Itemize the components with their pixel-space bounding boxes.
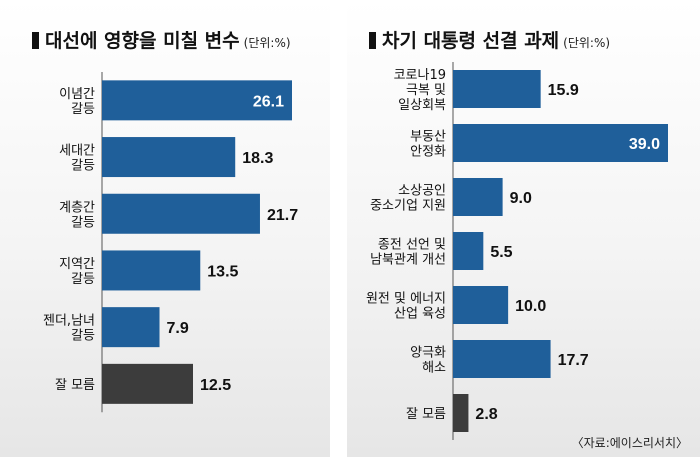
category-label: 잘 모름: [406, 407, 446, 422]
category-label: 부동산 안정화: [410, 130, 446, 160]
bar: [102, 363, 193, 404]
category-label: 코로나19 극복 및 일상회복: [394, 68, 446, 113]
value-label: 15.9: [548, 82, 579, 99]
left-chart-panel: 대선에 영향을 미칠 변수 (단위:%) 이념간 갈등 26.1 세대간 갈등 18.3 계층…: [0, 0, 330, 457]
value-label: 7.9: [167, 320, 189, 337]
value-label: 18.3: [242, 150, 273, 167]
title-square-icon: [32, 32, 39, 49]
category-label: 지역간 갈등: [59, 257, 95, 287]
bar: [102, 137, 236, 178]
category-label: 이념간 갈등: [59, 87, 95, 117]
title-square-icon: [369, 32, 376, 49]
category-label: 양극화 해소: [410, 346, 446, 376]
bar: [453, 286, 509, 324]
value-label: 12.5: [200, 377, 231, 394]
left-chart-title: 대선에 영향을 미칠 변수: [45, 30, 240, 52]
bar: [102, 80, 292, 121]
source-note: 〈자료:에이스리서치〉: [571, 436, 688, 450]
value-label: 39.0: [629, 136, 660, 153]
bar: [102, 193, 260, 234]
category-label: 잘 모름: [55, 378, 95, 393]
value-label: 26.1: [253, 93, 284, 110]
value-label: 13.5: [207, 263, 238, 280]
bar: [102, 250, 201, 291]
bar: [453, 232, 484, 270]
bar: [453, 340, 551, 378]
category-label: 소상공인 중소기업 지원: [370, 184, 446, 214]
value-label: 10.0: [515, 298, 546, 315]
category-label: 계층간 갈등: [59, 200, 95, 230]
bar: [453, 124, 668, 162]
right-bar-chart: 코로나19 극복 및 일상회복 15.9 부동산 안정화 39.0 소상공인 중소기업 지원 9.…: [366, 62, 668, 440]
value-label: 5.5: [490, 244, 512, 261]
value-label: 21.7: [267, 207, 298, 224]
bar: [453, 70, 541, 108]
category-label: 종전 선언 및 남북관계 개선: [370, 238, 446, 268]
bar: [102, 307, 160, 348]
value-label: 9.0: [510, 190, 532, 207]
bar: [453, 394, 469, 432]
left-chart-title-row: 대선에 영향을 미칠 변수 (단위:%): [32, 26, 291, 53]
right-chart-panel: 차기 대통령 선결 과제 (단위:%) 코로나19 극복 및 일상회복 15.9 부동산 안…: [347, 0, 700, 457]
value-label: 2.8: [475, 406, 497, 423]
category-label: 세대간 갈등: [59, 144, 95, 174]
right-chart-unit: (단위:%): [563, 36, 611, 50]
right-chart-title-row: 차기 대통령 선결 과제 (단위:%): [369, 26, 610, 53]
category-label: 젠더,남녀 갈등: [43, 314, 95, 344]
category-label: 원전 및 에너지 산업 육성: [366, 292, 446, 322]
left-bar-chart: 이념간 갈등 26.1 세대간 갈등 18.3 계층간 갈등 21.7 지역간 갈등 13.5 젠더,남…: [43, 72, 298, 413]
bar: [453, 178, 503, 216]
right-chart-title: 차기 대통령 선결 과제: [382, 30, 560, 52]
left-chart-unit: (단위:%): [243, 36, 291, 50]
value-label: 17.7: [558, 352, 589, 369]
